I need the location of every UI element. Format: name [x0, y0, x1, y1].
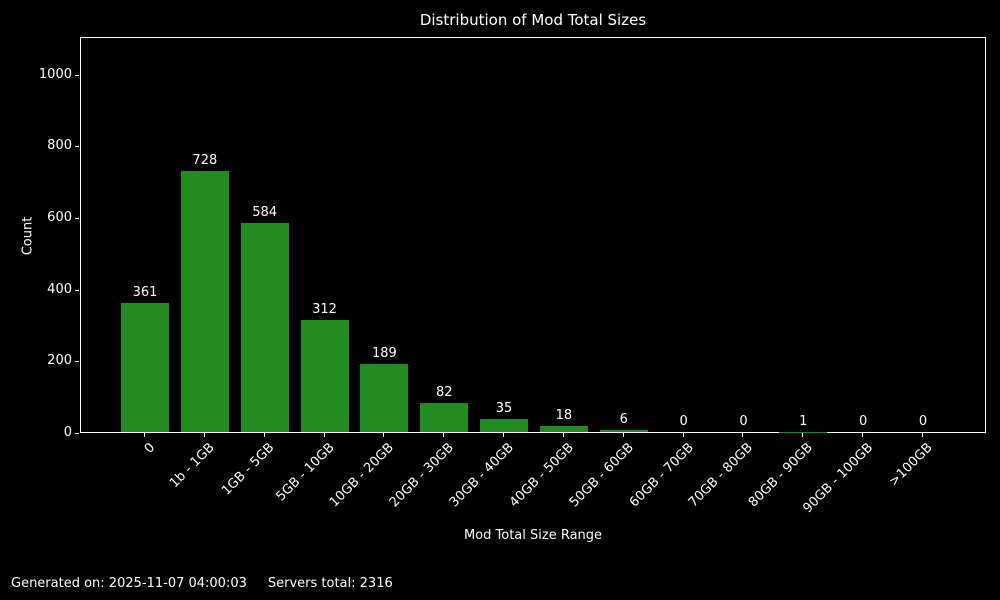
bar — [360, 364, 409, 432]
bar — [121, 302, 169, 432]
footer-generated-text: Generated on: 2025-11-07 04:00:03 — [11, 576, 247, 591]
x-tick-mark — [383, 433, 385, 437]
x-tick-mark — [263, 433, 265, 437]
y-axis-label: Count — [20, 216, 36, 256]
bar-value-label: 1 — [799, 413, 808, 429]
x-tick-mark — [323, 433, 325, 437]
bar-value-label: 584 — [252, 204, 278, 220]
x-tick-label: 1b - 1GB — [167, 440, 218, 492]
bar-value-label: 728 — [192, 153, 218, 169]
x-tick-mark — [682, 433, 684, 437]
plot-area: 361 728 584 312 189 82 35 18 6 0 0 1 0 0 — [80, 37, 986, 433]
bar — [420, 402, 469, 432]
bar — [599, 429, 648, 432]
y-tick-label: 400 — [47, 281, 72, 297]
bar-value-label: 189 — [371, 346, 397, 362]
x-tick-mark — [862, 433, 864, 437]
x-tick-mark — [742, 433, 744, 437]
bar-value-label: 82 — [435, 384, 453, 400]
bar — [180, 171, 229, 432]
bar — [240, 222, 289, 432]
x-axis-label: Mod Total Size Range — [463, 528, 603, 543]
bar-value-label: 0 — [859, 414, 868, 429]
y-tick-label: 1000 — [38, 66, 72, 82]
footer: Generated on: 2025-11-07 04:00:03 Server… — [11, 576, 393, 591]
bar-value-label: 312 — [312, 302, 337, 318]
bar — [300, 320, 349, 432]
y-tick-label: 800 — [47, 138, 72, 154]
y-tick-label: 600 — [47, 209, 72, 225]
bar-value-label: 35 — [495, 401, 513, 417]
y-tick-mark — [75, 217, 79, 219]
bar-value-label: 0 — [739, 414, 748, 429]
footer-servers-total-text: Servers total: 2316 — [267, 576, 393, 591]
x-tick-mark — [203, 433, 205, 437]
bar — [480, 419, 529, 432]
bar-value-label: 361 — [132, 284, 158, 300]
bar-value-label: 18 — [555, 407, 573, 423]
y-tick-label: 200 — [47, 353, 72, 369]
x-tick-label: >100GB — [886, 440, 936, 490]
y-tick-label: 0 — [63, 425, 72, 440]
x-tick-mark — [144, 433, 145, 437]
y-tick-mark — [75, 361, 79, 363]
x-tick-mark — [802, 433, 804, 437]
chart-title: Distribution of Mod Total Sizes — [419, 11, 647, 29]
y-tick-mark — [75, 146, 79, 148]
x-tick-label: 1GB - 5GB — [219, 440, 278, 499]
x-tick-mark — [562, 433, 564, 437]
x-tick-mark — [922, 433, 923, 437]
y-tick-mark — [75, 433, 79, 434]
y-tick-mark — [75, 289, 79, 291]
y-tick-mark — [75, 74, 79, 76]
bar-value-label: 0 — [679, 414, 688, 429]
x-tick-mark — [622, 433, 624, 437]
bar-value-label: 0 — [918, 414, 928, 429]
x-tick-label: 5GB - 10GB — [273, 440, 338, 505]
x-tick-mark — [503, 433, 505, 437]
x-tick-label: 0 — [141, 440, 158, 457]
x-tick-mark — [443, 433, 445, 437]
bar-value-label: 6 — [619, 411, 628, 427]
bar — [539, 425, 588, 432]
